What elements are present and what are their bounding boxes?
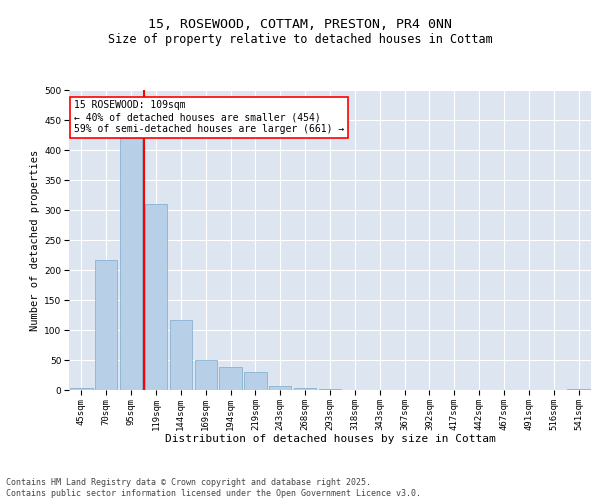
Bar <box>294 388 316 390</box>
Bar <box>170 320 192 390</box>
Text: Contains HM Land Registry data © Crown copyright and database right 2025.
Contai: Contains HM Land Registry data © Crown c… <box>6 478 421 498</box>
Y-axis label: Number of detached properties: Number of detached properties <box>30 150 40 330</box>
Bar <box>269 386 292 390</box>
Text: Size of property relative to detached houses in Cottam: Size of property relative to detached ho… <box>107 32 493 46</box>
Bar <box>194 360 217 390</box>
Bar <box>95 260 118 390</box>
Text: 15 ROSEWOOD: 109sqm
← 40% of detached houses are smaller (454)
59% of semi-detac: 15 ROSEWOOD: 109sqm ← 40% of detached ho… <box>74 100 344 134</box>
X-axis label: Distribution of detached houses by size in Cottam: Distribution of detached houses by size … <box>164 434 496 444</box>
Bar <box>220 367 242 390</box>
Bar <box>120 138 142 390</box>
Bar <box>244 372 266 390</box>
Text: 15, ROSEWOOD, COTTAM, PRESTON, PR4 0NN: 15, ROSEWOOD, COTTAM, PRESTON, PR4 0NN <box>148 18 452 30</box>
Bar <box>70 388 92 390</box>
Bar <box>145 204 167 390</box>
